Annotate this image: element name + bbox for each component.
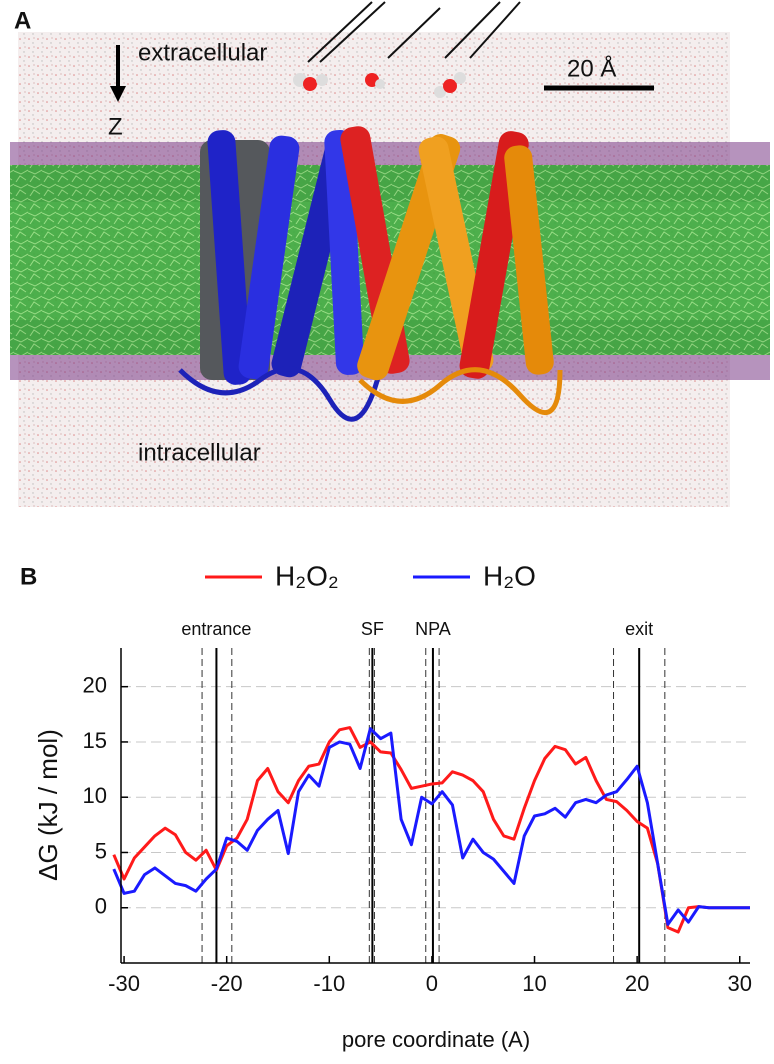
plot: 0 5 10 15 20 -30 -20 -10 0 10 20 30 entrance SF NPA exi… [83, 560, 752, 995]
incoming-arrows [307, 1, 521, 63]
legend-label: H₂O₂ [275, 560, 339, 591]
x-tick-label: 20 [625, 971, 649, 996]
region-label: entrance [181, 619, 251, 639]
water-molecules [293, 72, 466, 98]
region-label: exit [625, 619, 653, 639]
intracellular-label: intracellular [138, 439, 261, 466]
y-tick-label: 20 [83, 672, 107, 697]
x-tick-label: 0 [426, 971, 438, 996]
legend-label: H₂O [483, 560, 536, 591]
x-tick-label: -20 [211, 971, 243, 996]
molecular-image: A extracellular Z 20 Å intracellular [10, 1, 770, 507]
y-tick-label: 5 [95, 838, 107, 863]
x-tick-label: -30 [108, 971, 140, 996]
y-axis-title: ΔG (kJ / mol) [33, 729, 63, 881]
x-axis-title: pore coordinate (A) [342, 1027, 530, 1052]
z-arrowhead [110, 86, 126, 102]
region-label: SF [361, 619, 384, 639]
y-tick-label: 15 [83, 728, 107, 753]
panel-label: A [14, 7, 31, 34]
x-tick-label: 30 [727, 971, 751, 996]
x-tick-label: 10 [522, 971, 546, 996]
y-tick-label: 0 [95, 894, 107, 919]
protein-orange [340, 126, 563, 416]
panel-label: B [20, 563, 37, 590]
extracellular-label: extracellular [138, 39, 267, 66]
scale-label: 20 Å [567, 54, 616, 82]
series-line [112, 726, 750, 934]
x-tick-label: -10 [313, 971, 345, 996]
y-tick-label: 10 [83, 783, 107, 808]
series-line [112, 727, 750, 926]
z-label: Z [108, 113, 123, 140]
region-label: NPA [415, 619, 451, 639]
